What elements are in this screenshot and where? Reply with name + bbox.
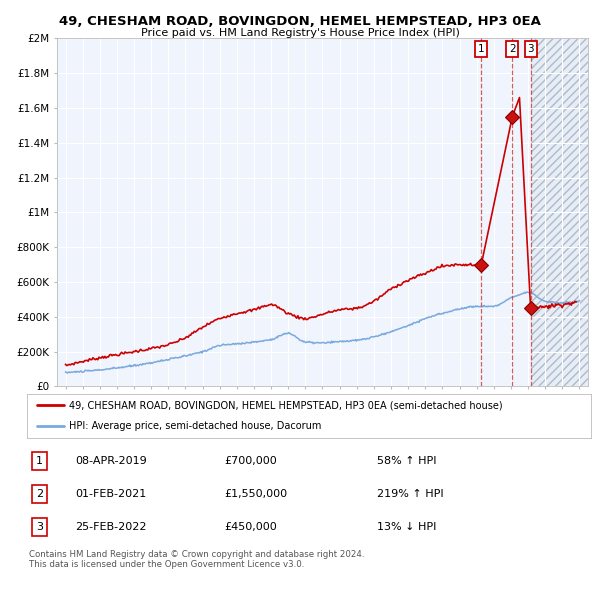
Text: 08-APR-2019: 08-APR-2019 bbox=[75, 456, 146, 466]
Text: £1,550,000: £1,550,000 bbox=[224, 489, 287, 499]
Text: 1: 1 bbox=[478, 44, 485, 54]
Text: £700,000: £700,000 bbox=[224, 456, 277, 466]
Text: 13% ↓ HPI: 13% ↓ HPI bbox=[377, 522, 436, 532]
Text: 2: 2 bbox=[36, 489, 43, 499]
Text: 1: 1 bbox=[36, 456, 43, 466]
Text: 25-FEB-2022: 25-FEB-2022 bbox=[75, 522, 146, 532]
Text: 3: 3 bbox=[527, 44, 534, 54]
Text: Contains HM Land Registry data © Crown copyright and database right 2024.
This d: Contains HM Land Registry data © Crown c… bbox=[29, 550, 364, 569]
Text: £450,000: £450,000 bbox=[224, 522, 277, 532]
Text: 3: 3 bbox=[36, 522, 43, 532]
Text: Price paid vs. HM Land Registry's House Price Index (HPI): Price paid vs. HM Land Registry's House … bbox=[140, 28, 460, 38]
Bar bbox=[532, 38, 588, 386]
Text: 49, CHESHAM ROAD, BOVINGDON, HEMEL HEMPSTEAD, HP3 0EA: 49, CHESHAM ROAD, BOVINGDON, HEMEL HEMPS… bbox=[59, 15, 541, 28]
Text: 219% ↑ HPI: 219% ↑ HPI bbox=[377, 489, 443, 499]
Text: 58% ↑ HPI: 58% ↑ HPI bbox=[377, 456, 436, 466]
Text: 2: 2 bbox=[509, 44, 515, 54]
Text: HPI: Average price, semi-detached house, Dacorum: HPI: Average price, semi-detached house,… bbox=[70, 421, 322, 431]
Text: 49, CHESHAM ROAD, BOVINGDON, HEMEL HEMPSTEAD, HP3 0EA (semi-detached house): 49, CHESHAM ROAD, BOVINGDON, HEMEL HEMPS… bbox=[70, 401, 503, 411]
Text: 01-FEB-2021: 01-FEB-2021 bbox=[75, 489, 146, 499]
